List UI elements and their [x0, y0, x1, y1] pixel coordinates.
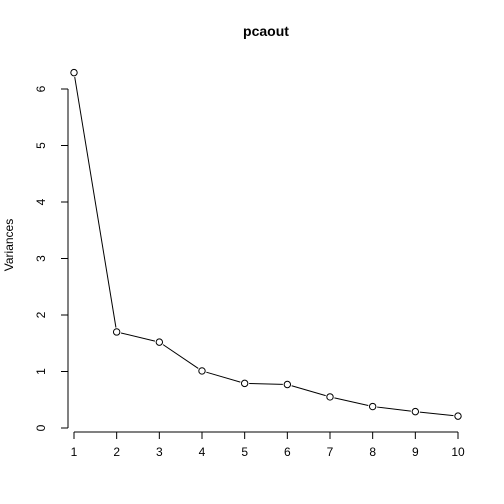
data-point — [454, 412, 462, 420]
data-point — [283, 380, 292, 389]
series-line-segment — [74, 76, 117, 328]
series-line-segment — [249, 382, 283, 385]
axes: 1 2 3 4 5 6 7 8 9 10 0 1 2 3 4 5 6 — [34, 85, 465, 459]
series-group — [70, 68, 462, 420]
data-point — [326, 393, 334, 401]
y-axis-label: Variances — [2, 219, 16, 271]
x-tick-label: 9 — [412, 445, 419, 459]
x-tick-label: 6 — [284, 445, 291, 459]
y-tick-label: 5 — [34, 142, 48, 149]
y-tick-label: 3 — [34, 255, 48, 262]
data-point — [155, 338, 164, 346]
x-tick-label: 8 — [369, 445, 376, 459]
series-line-segment — [120, 332, 156, 342]
data-point — [240, 379, 249, 388]
x-tick-label: 10 — [451, 445, 465, 459]
x-tick-label: 1 — [71, 445, 78, 459]
x-tick-label: 2 — [113, 445, 120, 459]
x-tick-label: 7 — [327, 445, 334, 459]
data-point — [411, 407, 420, 416]
series-line-segment — [162, 344, 199, 369]
series-line-segment — [291, 385, 326, 397]
data-point — [198, 367, 206, 375]
y-tick-label: 4 — [34, 198, 48, 205]
data-point — [112, 328, 121, 336]
x-tick-label: 5 — [241, 445, 248, 459]
x-tick-label: 4 — [199, 445, 206, 459]
series-line-segment — [206, 371, 241, 383]
data-point — [368, 402, 377, 411]
x-tick-label: 3 — [156, 445, 163, 459]
series-line-segment — [419, 411, 454, 417]
data-point — [70, 68, 78, 77]
y-tick-label: 0 — [34, 424, 48, 431]
y-tick-label: 2 — [34, 311, 48, 318]
y-tick-label: 1 — [34, 368, 48, 375]
series-line-segment — [377, 406, 411, 412]
y-tick-label: 6 — [34, 85, 48, 92]
series-line-segment — [334, 397, 369, 407]
chart-title: pcaout — [243, 23, 289, 39]
